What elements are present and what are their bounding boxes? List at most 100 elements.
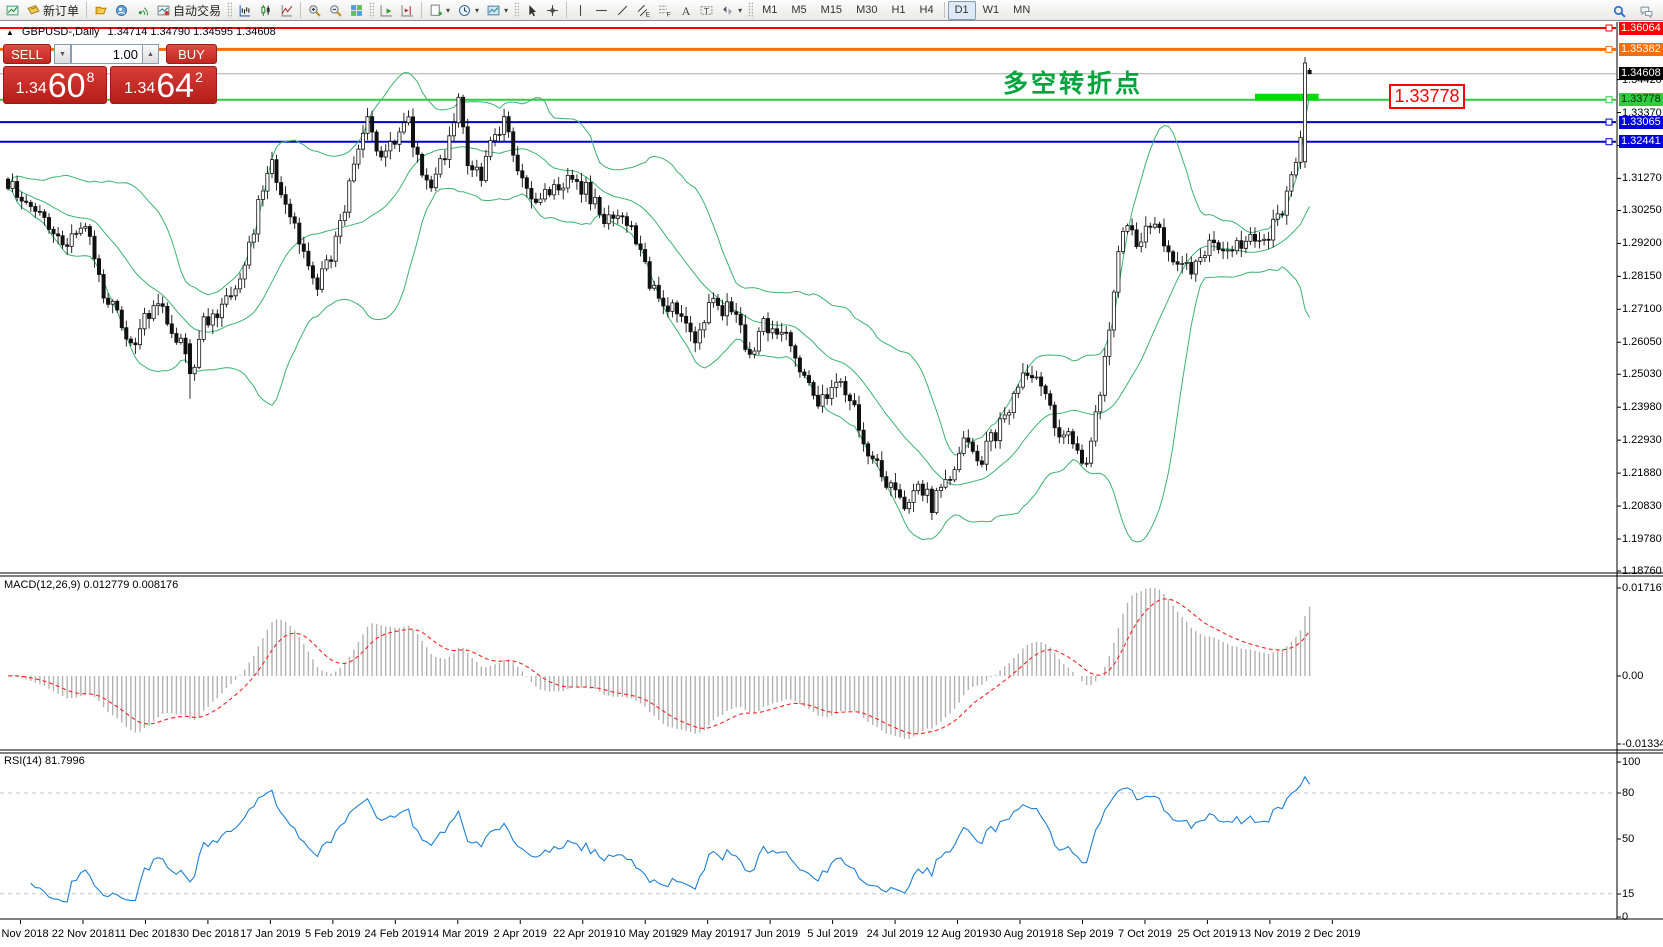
volume-increase-button[interactable]: ▲ — [142, 44, 159, 64]
chart-shift-button[interactable] — [397, 0, 418, 21]
dropdown-caret-icon: ▾ — [504, 5, 509, 15]
window-button[interactable] — [2, 0, 23, 21]
fibonacci-icon: F — [659, 5, 671, 17]
volume-input[interactable]: 1.00 — [71, 44, 143, 64]
new-order-button[interactable]: 新订单 — [23, 0, 83, 21]
text-tool-button[interactable]: A — [675, 0, 696, 21]
macd-signal-line — [7, 598, 1311, 735]
line-chart-button[interactable] — [276, 0, 297, 21]
horizontal-line-tool-button[interactable] — [591, 0, 612, 21]
zoom-in-button[interactable] — [304, 0, 325, 21]
date-tick-label: 5 Jul 2019 — [807, 928, 858, 940]
timeframe-button-d1[interactable]: D1 — [947, 0, 976, 20]
timeframe-button-w1[interactable]: W1 — [982, 4, 1000, 16]
buy-price-display[interactable]: 1.34 64 2 — [110, 66, 217, 104]
zoom-out-button[interactable] — [325, 0, 346, 21]
chart-profiles-button[interactable] — [90, 0, 111, 21]
line-handle[interactable] — [1605, 96, 1613, 104]
text-icon: A — [682, 4, 691, 17]
candlestick-chart-button[interactable] — [255, 0, 276, 21]
timeframe-button-mn[interactable]: MN — [1013, 4, 1031, 16]
auto-trading-icon — [157, 5, 170, 15]
search-icon — [1613, 5, 1626, 18]
crosshair-tool-button[interactable] — [542, 0, 563, 21]
fibonacci-tool-button[interactable]: F — [654, 0, 675, 21]
line-handle[interactable] — [1605, 45, 1613, 53]
sell-button[interactable]: SELL — [3, 44, 51, 64]
price-tick-label: 1.28150 — [1622, 270, 1662, 283]
timeframe-button-m1[interactable]: M1 — [762, 4, 778, 16]
bar-chart-icon — [239, 4, 250, 16]
price-level-label[interactable]: 1.33778 — [1389, 84, 1465, 109]
svg-text:E: E — [646, 11, 650, 17]
chart-text-annotation[interactable]: 多空转折点 — [1003, 70, 1144, 98]
arrows-tool-button[interactable]: ▾ — [717, 0, 746, 21]
window-collapse-marker[interactable]: ▲ — [6, 27, 14, 37]
tile-windows-icon — [351, 4, 362, 16]
cursor-tool-button[interactable] — [521, 0, 542, 21]
horizontal-line-icon — [596, 9, 607, 11]
chat-button[interactable] — [1636, 1, 1657, 22]
vertical-line-tool-button[interactable] — [570, 0, 591, 21]
candles-up — [10, 62, 1307, 513]
toolbar-separator — [566, 2, 568, 18]
date-tick-label: 13 Nov 2019 — [1238, 928, 1302, 940]
buy-button[interactable]: BUY — [166, 44, 217, 64]
timeframe-button-m5[interactable]: M5 — [791, 4, 807, 16]
price-tick-label: 1.21880 — [1622, 467, 1662, 480]
add-indicator-button[interactable]: ▾ — [425, 0, 454, 21]
date-tick-label: 24 Feb 2019 — [364, 928, 427, 940]
auto-trading-button-label: 自动交易 — [173, 3, 222, 18]
trendline-highlight[interactable] — [1254, 93, 1319, 101]
date-tick-label: 11 Dec 2018 — [114, 928, 177, 940]
date-tick-label: 29 May 2019 — [675, 928, 740, 940]
chart-ohlc-values: 1.34714 1.34790 1.34595 1.34608 — [107, 26, 276, 38]
date-tick-label: 22 Apr 2019 — [553, 928, 613, 940]
macd-histogram — [11, 588, 1311, 740]
rsi-tick-label: 100 — [1622, 756, 1641, 768]
window-mini-icon — [6, 5, 19, 15]
equidistant-channel-tool-button[interactable]: E — [633, 0, 654, 21]
timeframe-button-m15[interactable]: M15 — [820, 4, 843, 16]
auto-scroll-button[interactable] — [376, 0, 397, 21]
bar-chart-button[interactable] — [234, 0, 255, 21]
price-tick-label: 1.18760 — [1622, 564, 1662, 577]
search-button[interactable] — [1609, 1, 1630, 22]
signals-icon — [138, 6, 148, 15]
date-tick-label: 2 Apr 2019 — [493, 928, 547, 940]
candles-down — [6, 70, 1312, 513]
line-handle[interactable] — [1605, 118, 1613, 126]
zoom-out-icon — [330, 4, 342, 17]
line-handle[interactable] — [1605, 138, 1613, 146]
date-tick-label: 2 Dec 2019 — [1304, 928, 1361, 940]
crosshair-icon — [547, 4, 558, 16]
bollinger-upper-band — [7, 72, 1311, 456]
signals-button[interactable] — [132, 0, 153, 21]
sell-price-display[interactable]: 1.34 60 8 — [3, 66, 107, 104]
volume-decrease-button[interactable]: ▼ — [54, 44, 71, 64]
price-badge: 1.36064 — [1619, 22, 1663, 35]
toolbar-drag-handle — [227, 2, 233, 18]
buy-price-big: 64 — [156, 67, 195, 105]
bollinger-lower-band — [7, 187, 1311, 543]
timeframe-button-m30[interactable]: M30 — [856, 4, 878, 16]
auto-trading-button[interactable]: 自动交易 — [153, 0, 225, 21]
price-tick-label: 1.22930 — [1622, 434, 1662, 447]
line-handle[interactable] — [1605, 24, 1613, 32]
trend-line-tool-button[interactable] — [612, 0, 633, 21]
community-button[interactable] — [111, 0, 132, 21]
chart-profile-icon — [95, 6, 107, 14]
periods-button[interactable]: ▾ — [454, 0, 483, 21]
tile-windows-button[interactable] — [346, 0, 367, 21]
price-tick-label: 1.20830 — [1622, 500, 1662, 513]
text-label-tool-button[interactable]: T — [696, 0, 717, 21]
buy-price-small: 1.34 — [124, 80, 156, 97]
templates-button[interactable]: ▾ — [483, 0, 512, 21]
timeframe-button-h4[interactable]: H4 — [919, 4, 934, 16]
timeframe-button-h1[interactable]: H1 — [891, 4, 906, 16]
one-click-trading-panel: SELL ▼ 1.00 ▲ BUY 1.34 60 8 1.34 64 2 — [3, 44, 217, 104]
price-tick-label: 1.25030 — [1622, 368, 1662, 381]
toolbar-separator — [421, 2, 423, 18]
chart-window-title: ▲ GBPUSD-,Daily 1.34714 1.34790 1.34595 … — [6, 26, 276, 38]
